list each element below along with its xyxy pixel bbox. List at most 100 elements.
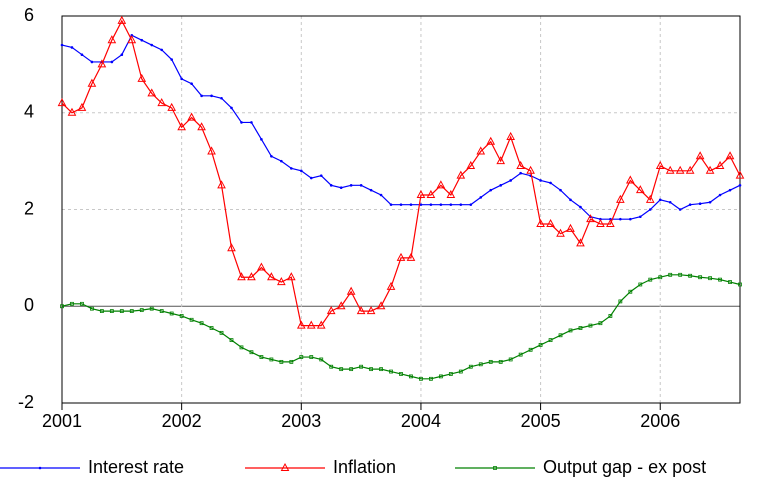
marker — [107, 35, 117, 44]
marker — [546, 218, 555, 228]
marker — [439, 203, 443, 206]
marker — [516, 160, 525, 169]
marker — [576, 238, 585, 247]
marker — [526, 165, 535, 174]
marker — [688, 203, 692, 206]
marker — [429, 376, 433, 381]
marker — [468, 364, 473, 369]
marker — [170, 58, 173, 61]
marker — [197, 122, 206, 131]
marker — [478, 362, 483, 367]
marker — [177, 122, 186, 131]
marker — [277, 277, 286, 286]
marker — [508, 357, 513, 362]
marker — [179, 314, 184, 318]
marker — [625, 175, 635, 184]
y-tick-label: 4 — [24, 102, 34, 122]
marker — [629, 217, 632, 221]
marker — [619, 217, 622, 221]
marker — [150, 43, 154, 47]
marker — [436, 180, 446, 189]
marker — [120, 53, 124, 56]
marker — [140, 38, 144, 42]
marker — [249, 350, 254, 355]
marker — [556, 228, 565, 237]
marker — [596, 218, 605, 228]
marker — [187, 112, 196, 121]
marker — [366, 306, 376, 315]
marker — [493, 466, 497, 470]
marker — [319, 174, 323, 177]
marker — [219, 330, 224, 335]
marker — [715, 160, 725, 169]
marker — [127, 35, 137, 44]
marker — [230, 106, 233, 110]
marker — [239, 345, 244, 350]
marker — [406, 252, 416, 261]
marker — [309, 176, 313, 180]
marker — [267, 272, 276, 281]
marker — [329, 184, 333, 187]
marker — [648, 208, 652, 211]
marker — [190, 82, 193, 86]
marker — [536, 218, 545, 228]
x-tick-label: 2005 — [521, 411, 561, 431]
marker — [396, 252, 406, 261]
marker — [139, 308, 144, 313]
marker — [299, 169, 303, 173]
marker — [306, 320, 316, 329]
marker — [369, 188, 373, 192]
marker — [528, 347, 533, 352]
marker — [289, 359, 294, 364]
marker — [665, 165, 675, 174]
marker — [290, 167, 293, 170]
marker — [549, 181, 552, 185]
marker — [326, 306, 336, 315]
marker — [38, 466, 42, 470]
marker — [648, 277, 653, 282]
marker — [137, 73, 147, 82]
marker — [259, 355, 264, 359]
marker — [109, 309, 114, 313]
marker — [426, 189, 436, 198]
marker — [608, 314, 613, 318]
marker — [519, 171, 522, 175]
marker — [180, 77, 183, 81]
marker — [237, 272, 246, 281]
marker — [199, 321, 204, 326]
marker — [386, 281, 396, 290]
marker — [319, 357, 324, 362]
marker — [728, 280, 732, 284]
marker — [80, 53, 84, 56]
marker — [725, 151, 735, 160]
marker — [446, 189, 456, 198]
marker — [210, 94, 213, 98]
marker — [479, 196, 483, 199]
marker — [486, 136, 496, 145]
marker — [499, 184, 503, 187]
marker — [389, 203, 393, 206]
marker — [469, 203, 473, 206]
marker — [579, 205, 582, 209]
marker — [157, 98, 167, 107]
series-line — [61, 274, 741, 380]
marker — [349, 367, 354, 372]
marker — [708, 200, 712, 204]
marker — [668, 200, 672, 204]
marker — [117, 15, 127, 24]
marker — [416, 189, 426, 198]
marker — [60, 43, 64, 47]
marker — [409, 203, 413, 206]
marker — [359, 364, 364, 369]
marker — [247, 272, 256, 281]
marker — [429, 203, 433, 206]
marker — [558, 333, 563, 338]
legend-label: Output gap - ex post — [543, 457, 706, 477]
marker — [57, 98, 67, 107]
marker — [339, 186, 343, 190]
marker — [80, 301, 84, 306]
marker — [286, 272, 296, 281]
marker — [359, 184, 363, 187]
marker — [568, 328, 573, 333]
x-tick-label: 2002 — [162, 411, 202, 431]
